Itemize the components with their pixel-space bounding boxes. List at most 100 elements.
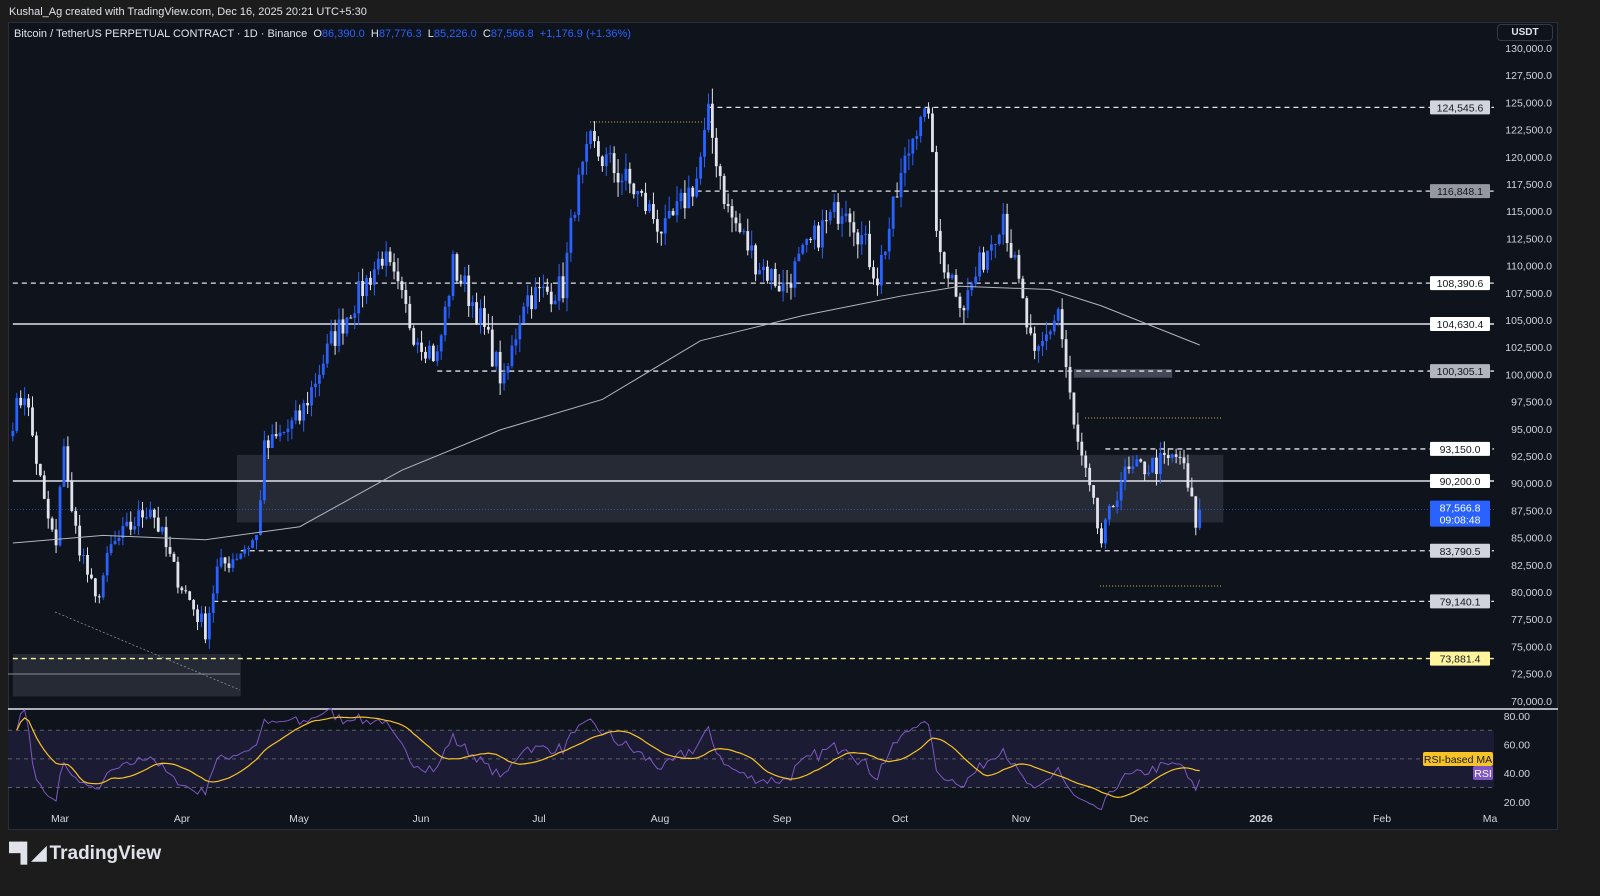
candle-body [773, 269, 777, 286]
candle [864, 225, 868, 245]
candle-body [388, 251, 392, 263]
candle-body [1107, 506, 1111, 520]
candle-body [180, 587, 184, 591]
candle-body [486, 326, 490, 330]
price-tick-label: 97,500.0 [1511, 397, 1552, 409]
candle-body [982, 252, 985, 270]
candle-body [667, 210, 671, 219]
candle-body [50, 518, 54, 530]
candle [993, 243, 997, 259]
candle [868, 220, 871, 270]
candle [329, 319, 333, 346]
candle [219, 548, 223, 569]
chart-panel[interactable] [8, 22, 1558, 830]
candle-body [545, 286, 549, 292]
rsi-ma-line [16, 716, 1200, 798]
candle [172, 551, 176, 563]
candle-body [974, 276, 978, 284]
candle-body [1072, 392, 1076, 425]
rsi-band [8, 730, 1494, 788]
candle-body [467, 275, 471, 307]
candle-body [384, 251, 388, 266]
candle-body [211, 593, 215, 613]
candle-body [990, 244, 993, 251]
candle [223, 556, 227, 572]
candle [333, 319, 337, 355]
candle-body [934, 151, 938, 231]
candle-body [400, 281, 404, 291]
time-tick-label: Jul [532, 813, 545, 825]
candle-body [125, 521, 129, 527]
candle-body [687, 187, 691, 209]
price-tick-label: 85,000.0 [1511, 533, 1552, 545]
tradingview-logo[interactable]: ▀▌◢ TradingView [9, 842, 161, 865]
price-tick-label: 105,000.0 [1505, 315, 1552, 327]
candle-body [707, 103, 710, 130]
candle [1100, 522, 1103, 548]
price-tick-label: 115,000.0 [1506, 206, 1552, 218]
candle-body [498, 351, 502, 384]
candle [278, 424, 282, 442]
candle [483, 295, 486, 335]
candle-body [392, 262, 396, 272]
candle [1017, 249, 1021, 284]
tradingview-logo-icon: ▀▌◢ [9, 843, 47, 864]
candle [879, 244, 883, 294]
candle-body [160, 527, 164, 532]
price-tick-label: 110,000.0 [1506, 261, 1552, 273]
time-tick-label: Ma [1483, 813, 1498, 825]
time-tick-label: Apr [174, 813, 191, 825]
candle-body [938, 230, 942, 253]
candle [710, 88, 714, 154]
candle-body [565, 252, 569, 299]
candle-body [742, 231, 746, 233]
level-badge-label: 79,140.1 [1440, 596, 1481, 608]
candle [1155, 449, 1158, 486]
candle [125, 512, 129, 528]
candle-body [396, 271, 400, 282]
candle-body [1166, 454, 1170, 459]
last-price-badge [1430, 500, 1490, 527]
candle-body [758, 270, 761, 275]
candle-body [652, 204, 655, 220]
symbol-title[interactable]: Bitcoin / TetherUS PERPETUAL CONTRACT · … [14, 28, 308, 40]
candle [15, 392, 19, 434]
candle-body [734, 217, 738, 224]
candle [109, 535, 113, 556]
candle [133, 516, 137, 535]
candle [813, 220, 816, 250]
candle-body [813, 225, 816, 240]
candle-body [1178, 456, 1182, 458]
candle-body [502, 372, 506, 384]
candle [1001, 203, 1005, 245]
candle-body [145, 517, 148, 519]
candle [962, 305, 966, 324]
price-tick-label: 122,500.0 [1505, 125, 1552, 137]
candle-body [156, 517, 160, 532]
candle [722, 173, 726, 210]
candle-body [223, 557, 227, 564]
candle [231, 553, 235, 573]
candle [758, 262, 761, 275]
price-tick-label: 100,000.0 [1505, 369, 1552, 381]
candle-body [259, 500, 262, 535]
candle [396, 258, 400, 290]
candle-body [70, 480, 74, 511]
candle [856, 228, 860, 259]
candle-body [317, 374, 321, 384]
candle [1029, 314, 1033, 336]
candle-body [184, 590, 188, 592]
candle-body [152, 509, 156, 518]
candle [1194, 495, 1198, 536]
candle-body [510, 345, 514, 367]
candle-body [730, 206, 734, 218]
candle [259, 490, 262, 536]
candle-body [927, 108, 930, 114]
candle [1064, 330, 1068, 378]
rsi-badge [1473, 766, 1493, 780]
currency-button[interactable]: USDT [1497, 24, 1553, 41]
candle [679, 188, 683, 210]
level-badge [1430, 594, 1490, 609]
candle-body [644, 192, 647, 212]
